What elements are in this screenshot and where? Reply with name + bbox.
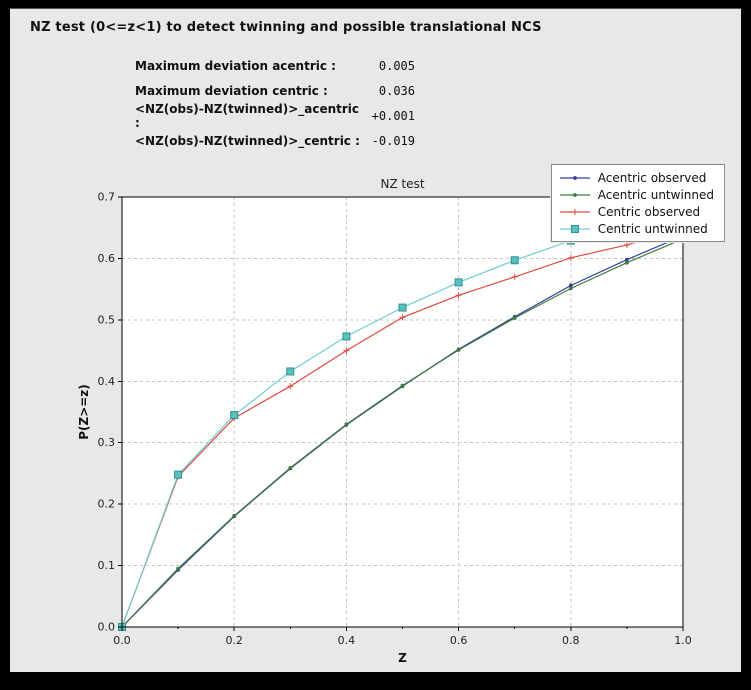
x-tick-label: 0.2: [225, 634, 243, 647]
stat-label: <NZ(obs)-NZ(twinned)>_acentric :: [135, 101, 360, 130]
legend-item: Acentric untwinned: [559, 186, 714, 203]
stat-label: Maximum deviation acentric :: [135, 58, 336, 73]
legend-swatch: [559, 224, 590, 233]
x-tick-label: 0.4: [338, 634, 356, 647]
y-tick-label: 0.3: [98, 436, 116, 449]
legend-label: Acentric untwinned: [597, 187, 714, 202]
legend-swatch: [559, 192, 590, 197]
stat-label: <NZ(obs)-NZ(twinned)>_centric :: [135, 133, 360, 148]
y-tick-label: 0.4: [98, 375, 116, 388]
stat-row: Maximum deviation acentric : 0.005: [135, 53, 415, 78]
x-axis-label: Z: [398, 651, 407, 665]
stat-label: Maximum deviation centric :: [135, 83, 328, 98]
y-tick-label: 0.0: [98, 621, 116, 634]
y-tick-label: 0.7: [98, 191, 116, 204]
stat-value: 0.036: [378, 83, 415, 98]
stat-value: +0.001: [371, 108, 415, 123]
y-tick-label: 0.6: [98, 252, 116, 265]
y-tick-label: 0.2: [98, 498, 116, 511]
legend-label: Acentric observed: [597, 170, 707, 185]
stat-row: Maximum deviation centric : 0.036: [135, 78, 415, 103]
x-tick-label: 0.0: [113, 634, 131, 647]
legend-label: Centric untwinned: [597, 221, 708, 236]
legend-label: Centric observed: [597, 204, 701, 219]
y-tick-label: 0.1: [98, 559, 116, 572]
stats-table: Maximum deviation acentric : 0.005 Maxim…: [135, 53, 415, 153]
y-tick-label: 0.5: [98, 313, 116, 326]
legend-item: Centric observed: [559, 203, 714, 220]
stat-row: <NZ(obs)-NZ(twinned)>_centric : -0.019: [135, 128, 415, 153]
legend-swatch: [559, 208, 590, 215]
legend-item: Centric untwinned: [559, 220, 714, 237]
stat-value: 0.005: [378, 58, 415, 73]
stat-row: <NZ(obs)-NZ(twinned)>_acentric : +0.001: [135, 101, 415, 130]
x-tick-label: 0.6: [450, 634, 468, 647]
y-axis-label: P(Z>=z): [77, 384, 91, 440]
page-title: NZ test (0<=z<1) to detect twinning and …: [30, 20, 542, 35]
stat-value: -0.019: [371, 133, 415, 148]
legend-swatch: [559, 175, 590, 180]
plot-area: [122, 197, 683, 627]
legend-item: Acentric observed: [559, 169, 714, 186]
plot-window: NZ test (0<=z<1) to detect twinning and …: [10, 8, 741, 672]
nz-test-figure: 0.0 0.2 0.4 0.6 0.8 1.0 0.0 0.1 0.2 0.3 0.4 0.5 0.6 0…: [10, 151, 741, 665]
chart-title: NZ test: [380, 177, 424, 191]
x-tick-label: 1.0: [674, 634, 692, 647]
x-tick-label: 0.8: [562, 634, 580, 647]
chart-legend: Acentric observed Acentric untwinned Centr…: [550, 164, 725, 242]
chart-canvas: 0.0 0.2 0.4 0.6 0.8 1.0 0.0 0.1 0.2 0.3 0.4 0.5 0.6 0…: [77, 177, 692, 665]
